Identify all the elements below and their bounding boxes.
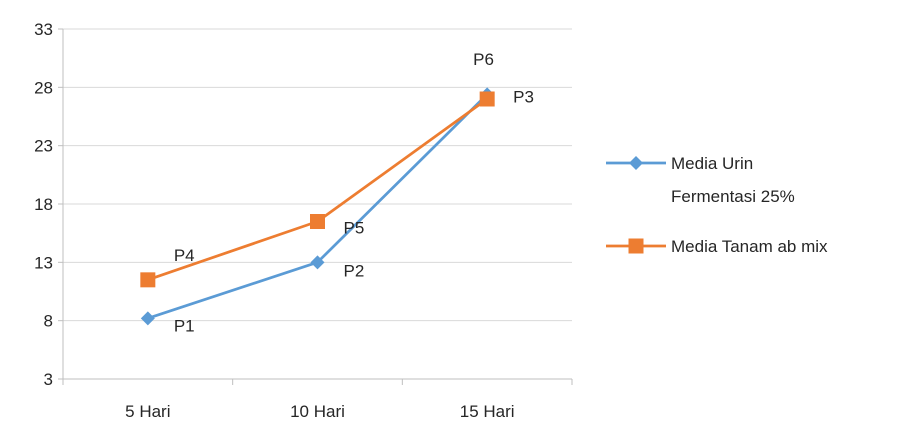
y-tick-label: 33 (34, 20, 53, 39)
legend: Media Urin Fermentasi 25% Media Tanam ab m… (606, 154, 828, 256)
data-point-marker (140, 311, 155, 326)
axes (58, 28, 573, 385)
y-tick-label: 3 (44, 370, 53, 389)
legend-label: Media Urin Fermentasi 25% (671, 154, 795, 206)
point-labels: P1 P2 P3 P4 P5 P6 (174, 50, 534, 335)
legend-label-line: Fermentasi 25% (671, 187, 795, 206)
point-label: P2 (344, 261, 365, 280)
gridlines (63, 28, 572, 322)
y-tick-label: 8 (44, 312, 53, 331)
series-line (147, 93, 489, 320)
x-tick-label: 10 Hari (290, 402, 345, 421)
y-tick-label: 18 (34, 195, 53, 214)
y-tick-label: 13 (34, 253, 53, 272)
legend-label: Media Tanam ab mix (671, 237, 828, 256)
series-line (147, 97, 488, 282)
point-label: P4 (174, 246, 195, 265)
legend-marker (629, 156, 643, 170)
y-tick-label: 28 (34, 78, 53, 97)
series-markers (140, 87, 495, 326)
y-tick-label: 23 (34, 137, 53, 156)
point-label: P1 (174, 316, 195, 335)
data-point-marker (310, 214, 325, 229)
point-label: P5 (344, 219, 365, 238)
data-point-marker (479, 91, 495, 107)
x-tick-label: 5 Hari (125, 402, 170, 421)
tick-labels: 3 8 13 18 23 28 33 5 Hari 10 Hari 15 Hari (34, 20, 514, 421)
legend-label-line: Media Tanam ab mix (671, 237, 828, 256)
series-lines (147, 93, 489, 320)
point-label: P6 (473, 50, 494, 69)
data-point-marker (140, 272, 156, 288)
legend-marker (628, 238, 644, 254)
data-point-marker (310, 255, 325, 270)
point-label: P3 (513, 87, 534, 106)
x-tick-label: 15 Hari (460, 402, 515, 421)
legend-label-line: Media Urin (671, 154, 753, 173)
